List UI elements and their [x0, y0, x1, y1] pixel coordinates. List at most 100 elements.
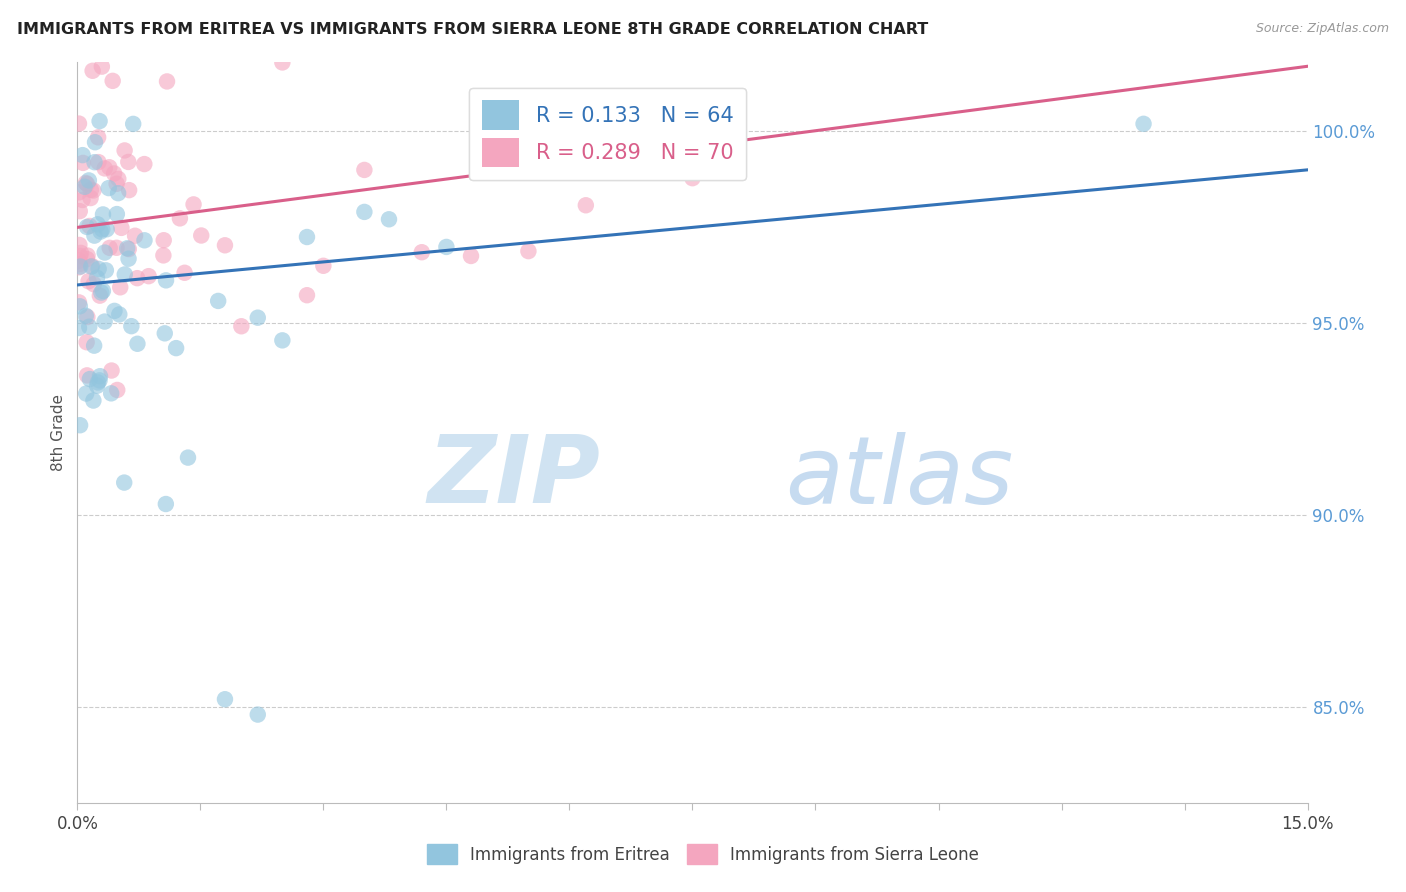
Point: [69, 299, 91, 313]
Point: [77, 173, 100, 187]
Point: [105, 241, 128, 255]
Point: [72, 193, 94, 207]
Point: [98, 161, 121, 175]
Point: [682, 171, 704, 186]
Legend: Immigrants from Eritrea, Immigrants from Sierra Leone: Immigrants from Eritrea, Immigrants from…: [420, 838, 986, 871]
Text: atlas: atlas: [785, 432, 1012, 523]
Point: [103, 304, 125, 318]
Point: [87, 261, 110, 276]
Point: [76, 310, 98, 324]
Point: [118, 242, 141, 256]
Point: [67, 295, 90, 310]
Point: [165, 341, 187, 355]
Point: [94, 263, 117, 277]
Point: [134, 233, 156, 247]
Point: [79, 372, 101, 386]
Point: [1132, 117, 1154, 131]
Point: [67, 253, 90, 268]
Point: [460, 249, 482, 263]
Point: [246, 707, 269, 722]
Point: [436, 240, 458, 254]
Point: [93, 161, 115, 176]
Point: [295, 288, 318, 302]
Point: [69, 418, 91, 433]
Point: [93, 315, 115, 329]
Point: [76, 252, 98, 266]
Point: [127, 271, 149, 285]
Point: [75, 176, 97, 190]
Point: [98, 241, 121, 255]
Point: [75, 386, 97, 401]
Point: [83, 155, 105, 169]
Point: [271, 334, 294, 348]
Point: [127, 336, 149, 351]
Point: [100, 363, 122, 377]
Point: [67, 321, 90, 335]
Point: [79, 219, 101, 233]
Point: [90, 225, 112, 239]
Point: [114, 268, 136, 282]
Point: [124, 228, 146, 243]
Point: [271, 55, 294, 70]
Point: [118, 183, 141, 197]
Point: [72, 148, 94, 162]
Point: [155, 497, 177, 511]
Point: [69, 204, 91, 219]
Point: [77, 319, 100, 334]
Point: [152, 233, 174, 247]
Point: [122, 117, 145, 131]
Point: [156, 74, 179, 88]
Point: [76, 368, 98, 383]
Point: [101, 74, 124, 88]
Point: [173, 266, 195, 280]
Point: [83, 277, 105, 292]
Point: [214, 238, 236, 252]
Point: [103, 166, 125, 180]
Point: [97, 181, 120, 195]
Point: [67, 117, 90, 131]
Point: [411, 245, 433, 260]
Legend: R = 0.133   N = 64, R = 0.289   N = 70: R = 0.133 N = 64, R = 0.289 N = 70: [470, 87, 747, 180]
Point: [110, 280, 132, 294]
Point: [69, 249, 91, 263]
Point: [177, 450, 200, 465]
Point: [96, 222, 118, 236]
Point: [69, 257, 91, 271]
Point: [67, 186, 90, 200]
Point: [120, 319, 142, 334]
Point: [110, 220, 132, 235]
Point: [69, 260, 91, 274]
Point: [80, 260, 103, 274]
Point: [169, 211, 191, 226]
Point: [82, 63, 104, 78]
Point: [153, 326, 176, 341]
Point: [105, 177, 128, 191]
Point: [108, 307, 131, 321]
Point: [82, 393, 104, 408]
Point: [107, 186, 129, 201]
Point: [89, 373, 111, 387]
Point: [72, 156, 94, 170]
Point: [76, 219, 98, 234]
Point: [93, 245, 115, 260]
Point: [353, 205, 375, 219]
Point: [86, 217, 108, 231]
Point: [378, 212, 401, 227]
Text: ZIP: ZIP: [427, 431, 600, 523]
Point: [89, 369, 111, 384]
Point: [89, 288, 111, 302]
Point: [76, 335, 98, 350]
Point: [84, 135, 107, 149]
Point: [83, 228, 105, 243]
Point: [86, 270, 108, 285]
Y-axis label: 8th Grade: 8th Grade: [51, 394, 66, 471]
Point: [67, 260, 90, 275]
Point: [105, 383, 128, 397]
Point: [155, 273, 177, 287]
Text: IMMIGRANTS FROM ERITREA VS IMMIGRANTS FROM SIERRA LEONE 8TH GRADE CORRELATION CH: IMMIGRANTS FROM ERITREA VS IMMIGRANTS FR…: [17, 22, 928, 37]
Point: [91, 284, 114, 298]
Point: [89, 114, 111, 128]
Point: [138, 269, 160, 284]
Point: [183, 197, 205, 211]
Point: [86, 378, 108, 392]
